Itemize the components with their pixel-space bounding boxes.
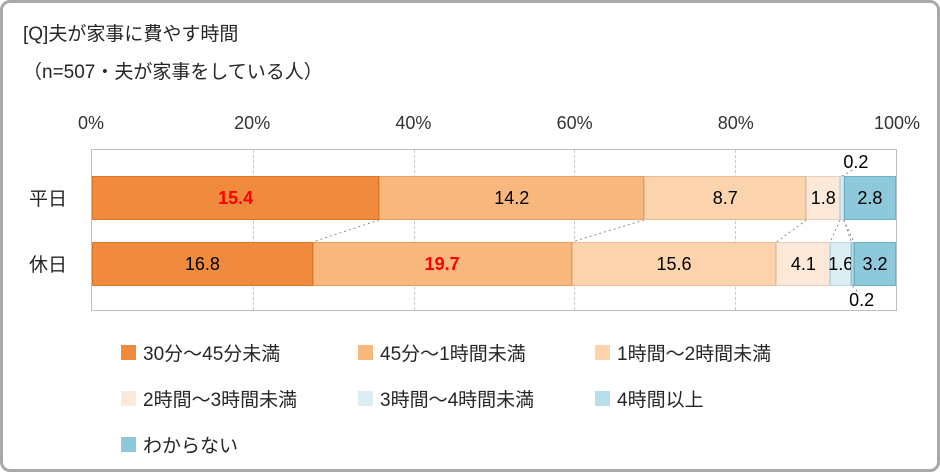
legend-label: 1時間～2時間未満: [617, 343, 772, 365]
x-axis-tick: 20%: [234, 113, 271, 133]
x-axis-tick: 0%: [77, 113, 105, 133]
bar-value-label: 15.4: [218, 187, 254, 208]
bar-value-label: 1.8: [810, 187, 836, 208]
legend-item: 45分～1時間未満: [358, 329, 595, 375]
callout-value-label: 0.2: [849, 290, 875, 310]
legend-item: 4時間以上: [595, 375, 832, 421]
bar-value-label: 15.6: [656, 253, 692, 274]
legend: 30分～45分未満 45分～1時間未満 1時間～2時間未満 2時間～3時間未満 …: [121, 329, 911, 467]
legend-swatch-icon: [358, 390, 373, 406]
legend-swatch-icon: [595, 344, 610, 360]
bar-segment: 15.6: [571, 242, 777, 286]
gridline: [413, 150, 415, 310]
legend-swatch-icon: [121, 390, 136, 406]
bar-value-label: 4.1: [790, 253, 816, 274]
bar-segment: 1.8: [806, 176, 840, 220]
stacked-bar-weekend: 16.8 19.7 15.6 4.1 1.6 3.2: [92, 242, 896, 286]
bar-value-label: 3.2: [862, 253, 888, 274]
gridline: [252, 150, 254, 310]
callout-value-label: 0.2: [843, 152, 869, 172]
series-connector-line: [843, 219, 855, 243]
bar-value-label: 14.2: [494, 187, 530, 208]
x-axis-tick: 60%: [556, 113, 593, 133]
category-label-weekday: 平日: [28, 188, 67, 210]
bar-segment: 3.2: [853, 242, 896, 286]
legend-swatch-icon: [121, 344, 136, 360]
legend-label: 2時間～3時間未満: [143, 389, 298, 411]
series-connector-line: [571, 219, 645, 243]
legend-item: 30分～45分未満: [121, 329, 358, 375]
bar-segment: 4.1: [776, 242, 831, 286]
legend-label: 3時間～4時間未満: [380, 389, 535, 411]
legend-swatch-icon: [121, 436, 136, 452]
bar-segment: 2.8: [843, 176, 896, 220]
gridline: [574, 150, 576, 310]
gridline: [735, 150, 737, 310]
bar-segment: 19.7: [312, 242, 572, 286]
series-connector-line: [829, 219, 841, 243]
series-connector-line: [312, 219, 380, 243]
series-connector-line: [843, 219, 852, 243]
legend-item: わからない: [121, 421, 358, 467]
legend-label: 45分～1時間未満: [380, 343, 526, 365]
bar-segment: [840, 176, 844, 220]
series-connector-lines: [312, 169, 861, 295]
legend-item: 3時間～4時間未満: [358, 375, 595, 421]
chart-title: [Q]夫が家事に費やす時間: [23, 24, 239, 45]
bar-segment: 1.6: [828, 242, 854, 286]
chart-subtitle: （n=507・夫が家事をしている人）: [23, 62, 323, 83]
legend-label: 30分～45分未満: [143, 343, 281, 365]
x-axis-tick: 100%: [873, 113, 921, 133]
x-axis-tick: 40%: [395, 113, 432, 133]
legend-label: 4時間以上: [617, 389, 704, 411]
legend-label: わからない: [143, 435, 239, 457]
legend-item: 1時間～2時間未満: [595, 329, 832, 375]
x-axis: 0% 20% 40% 60% 80% 100%: [78, 113, 920, 139]
bar-value-label: 2.8: [857, 187, 883, 208]
category-label-weekend: 休日: [28, 254, 67, 276]
bar-segment: [851, 242, 854, 286]
bar-value-label: 1.6: [828, 253, 854, 274]
bar-value-label: 16.8: [184, 253, 220, 274]
legend-swatch-icon: [358, 344, 373, 360]
bar-segment: 15.4: [92, 176, 380, 220]
bar-segment: 8.7: [644, 176, 807, 220]
plot-area: 15.4 14.2 8.7 1.8 2.8 16.8 19.7 15.6 4.1 1.6 3.2 …: [91, 149, 897, 311]
series-connector-line: [776, 219, 807, 243]
x-axis-tick: 80%: [717, 113, 754, 133]
bar-value-label: 8.7: [712, 187, 738, 208]
legend-item: 2時間～3時間未満: [121, 375, 358, 421]
stacked-bar-weekday: 15.4 14.2 8.7 1.8 2.8: [92, 176, 896, 220]
legend-swatch-icon: [595, 390, 610, 406]
bar-segment: 16.8: [92, 242, 313, 286]
bar-segment: 14.2: [379, 176, 645, 220]
bar-value-label: 19.7: [424, 253, 460, 274]
